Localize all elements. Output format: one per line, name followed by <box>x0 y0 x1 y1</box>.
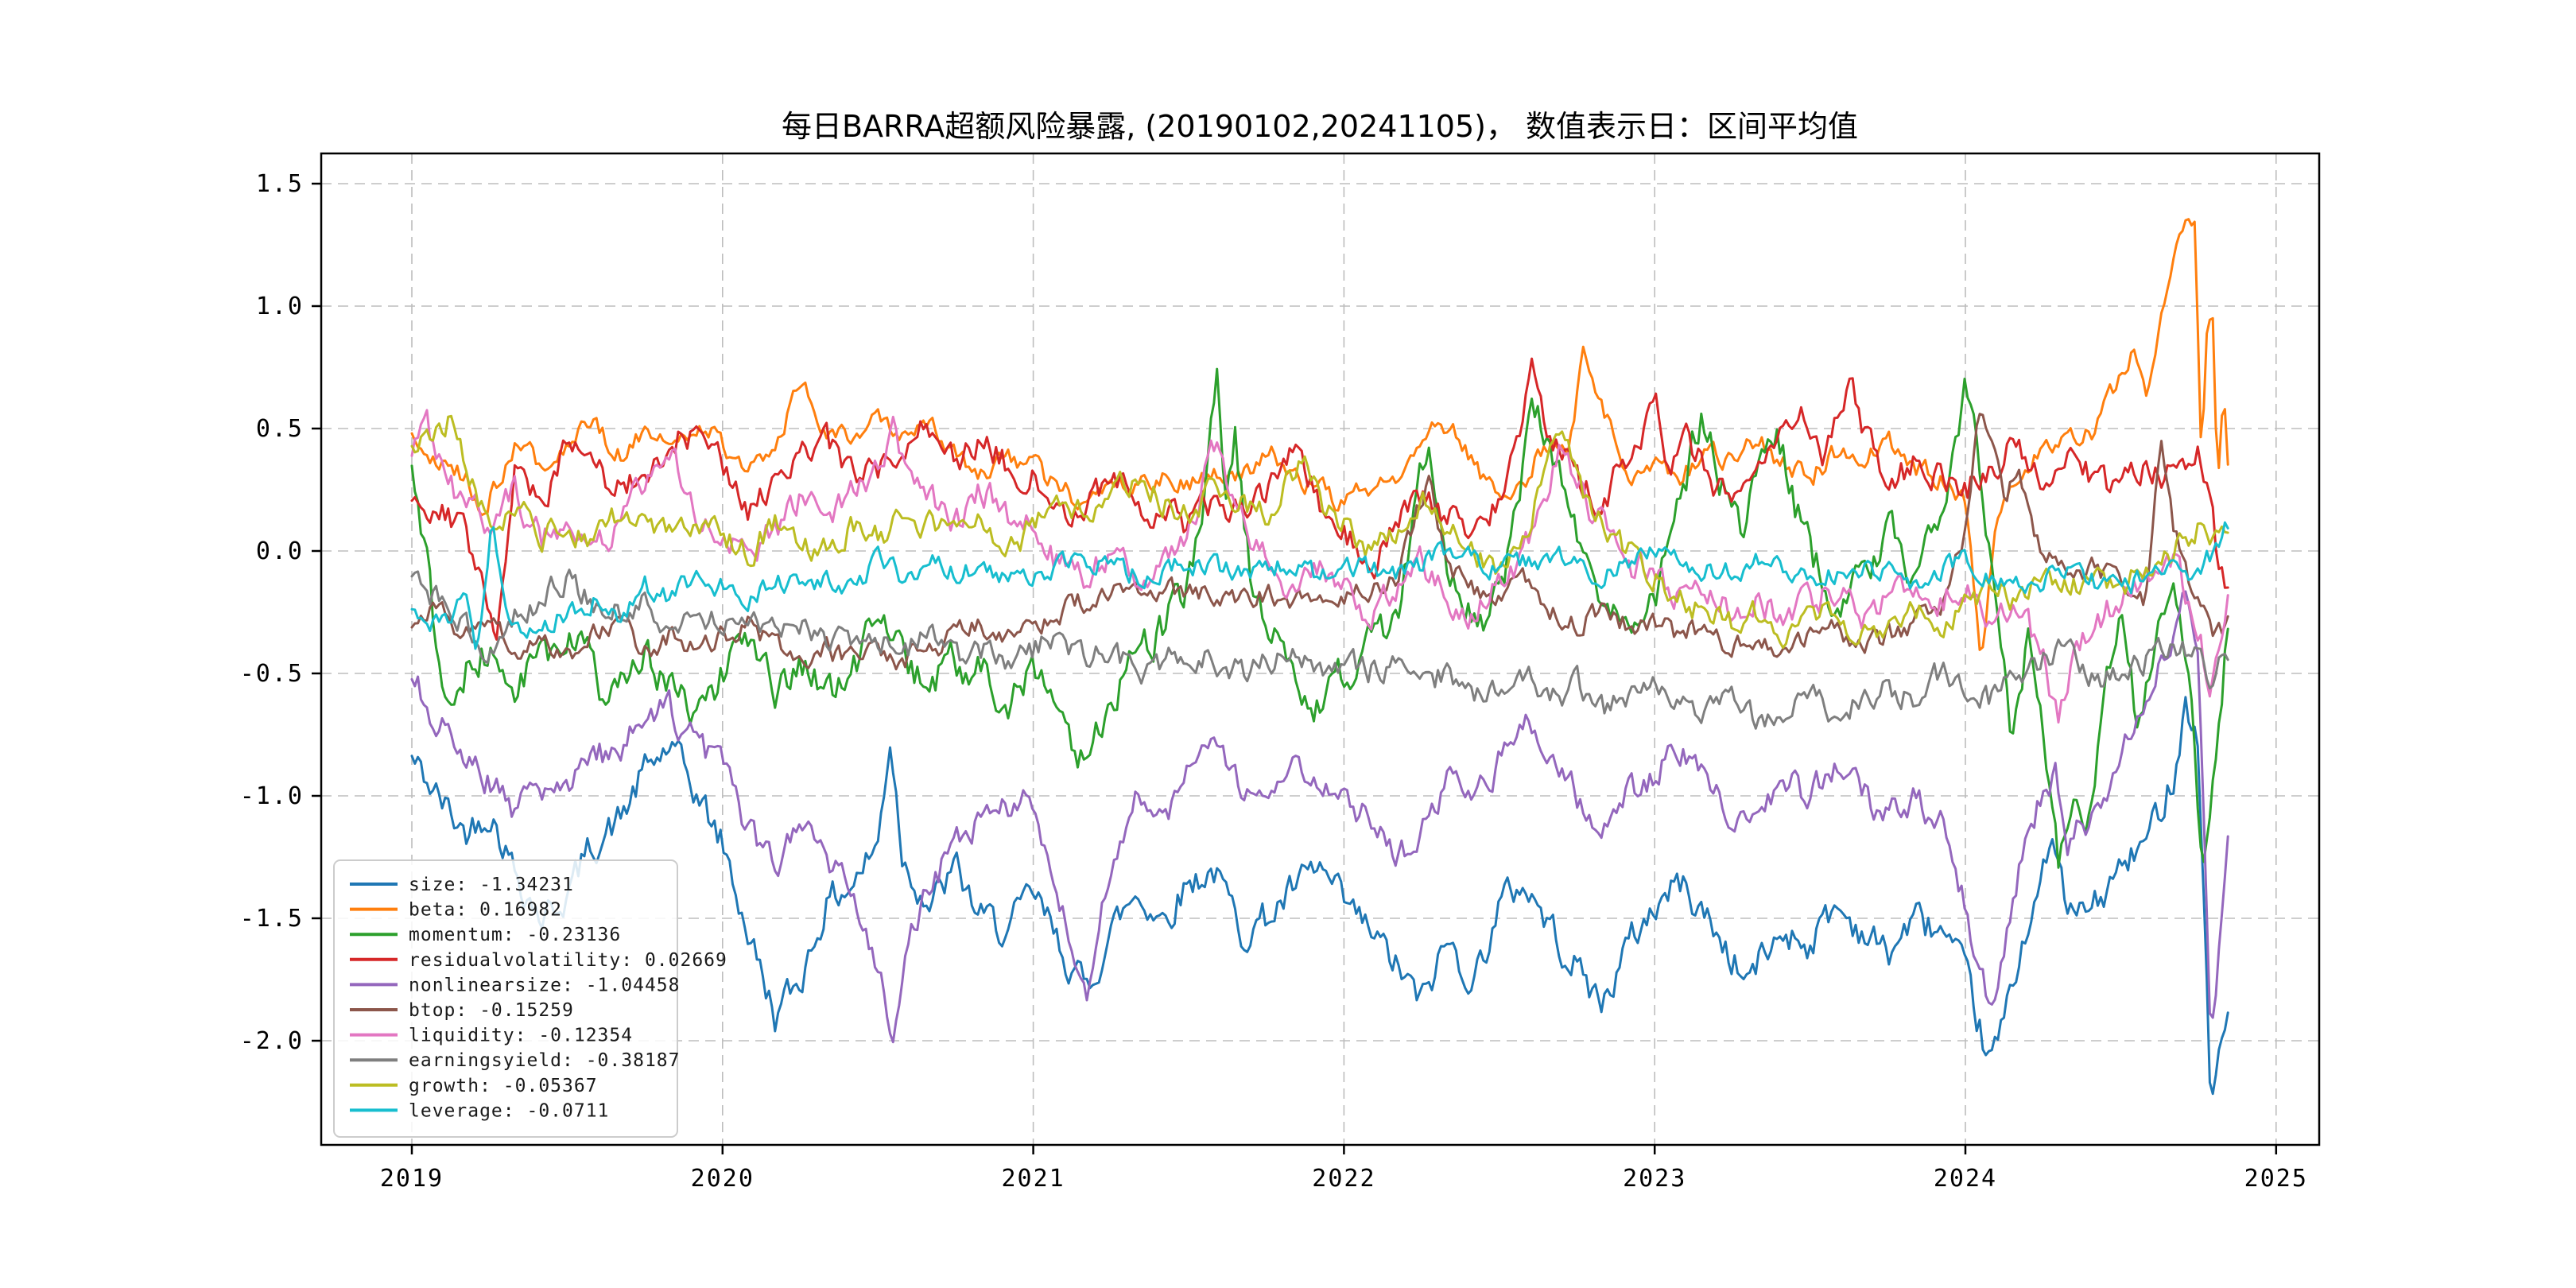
y-tick-label: 1.5 <box>256 170 304 198</box>
legend-label-momentum: momentum: -0.23136 <box>409 925 621 945</box>
legend-label-earningsyield: earningsyield: -0.38187 <box>409 1050 681 1071</box>
series-lines <box>410 218 2229 1096</box>
y-tick-label: -1.0 <box>240 782 304 810</box>
axis-ticks-and-labels: 1.5 1.0 0.5 0.0 -0.5 -1.0 -1.5 -2.0 2019 2020 2021… <box>240 170 2308 1193</box>
y-tick-label: -2.0 <box>240 1027 304 1055</box>
y-tick-label: 1.0 <box>256 293 304 320</box>
y-tick-label: 0.5 <box>256 415 304 443</box>
legend-box: size: -1.34231 beta: 0.16982 momentum: -0.… <box>333 859 727 1138</box>
series-line-beta <box>410 218 2229 651</box>
legend-background <box>333 859 678 1138</box>
legend-label-nonlinearsize: nonlinearsize: -1.04458 <box>409 975 681 995</box>
y-tick-label: -0.5 <box>240 660 304 688</box>
series-line-btop <box>410 413 2229 671</box>
x-tick-label: 2023 <box>1623 1165 1686 1193</box>
x-tick-label: 2021 <box>1001 1165 1065 1193</box>
plot-border <box>320 152 2321 1146</box>
series-line-liquidity <box>410 409 2229 724</box>
legend-label-leverage: leverage: -0.0711 <box>409 1100 609 1121</box>
series-line-earningsyield <box>410 568 2229 730</box>
legend-label-size: size: -1.34231 <box>409 875 574 895</box>
x-tick-label: 2022 <box>1312 1165 1375 1193</box>
series-line-nonlinearsize <box>410 590 2229 1044</box>
x-tick-label: 2024 <box>1934 1165 1997 1193</box>
axes-frame <box>320 152 2321 1146</box>
legend-label-residualvolatility: residualvolatility: 0.02669 <box>409 950 727 971</box>
x-tick-label: 2019 <box>380 1165 444 1193</box>
series-line-momentum <box>410 367 2229 869</box>
x-tick-label: 2025 <box>2244 1165 2308 1193</box>
x-tick-label: 2020 <box>691 1165 755 1193</box>
legend-label-btop: btop: -0.15259 <box>409 1000 574 1021</box>
series-line-residualvolatility <box>410 357 2229 641</box>
series-line-size <box>410 696 2229 1096</box>
y-tick-label: -1.5 <box>240 905 304 933</box>
series-line-growth <box>410 414 2229 650</box>
chart-title: 每日BARRA超额风险暴露, (20190102,20241105)， 数值表示… <box>782 109 1858 144</box>
legend-label-liquidity: liquidity: -0.12354 <box>409 1026 633 1046</box>
series-line-leverage <box>410 521 2229 650</box>
legend-label-beta: beta: 0.16982 <box>409 900 562 921</box>
y-tick-label: 0.0 <box>256 537 304 565</box>
legend-label-growth: growth: -0.05367 <box>409 1076 598 1096</box>
